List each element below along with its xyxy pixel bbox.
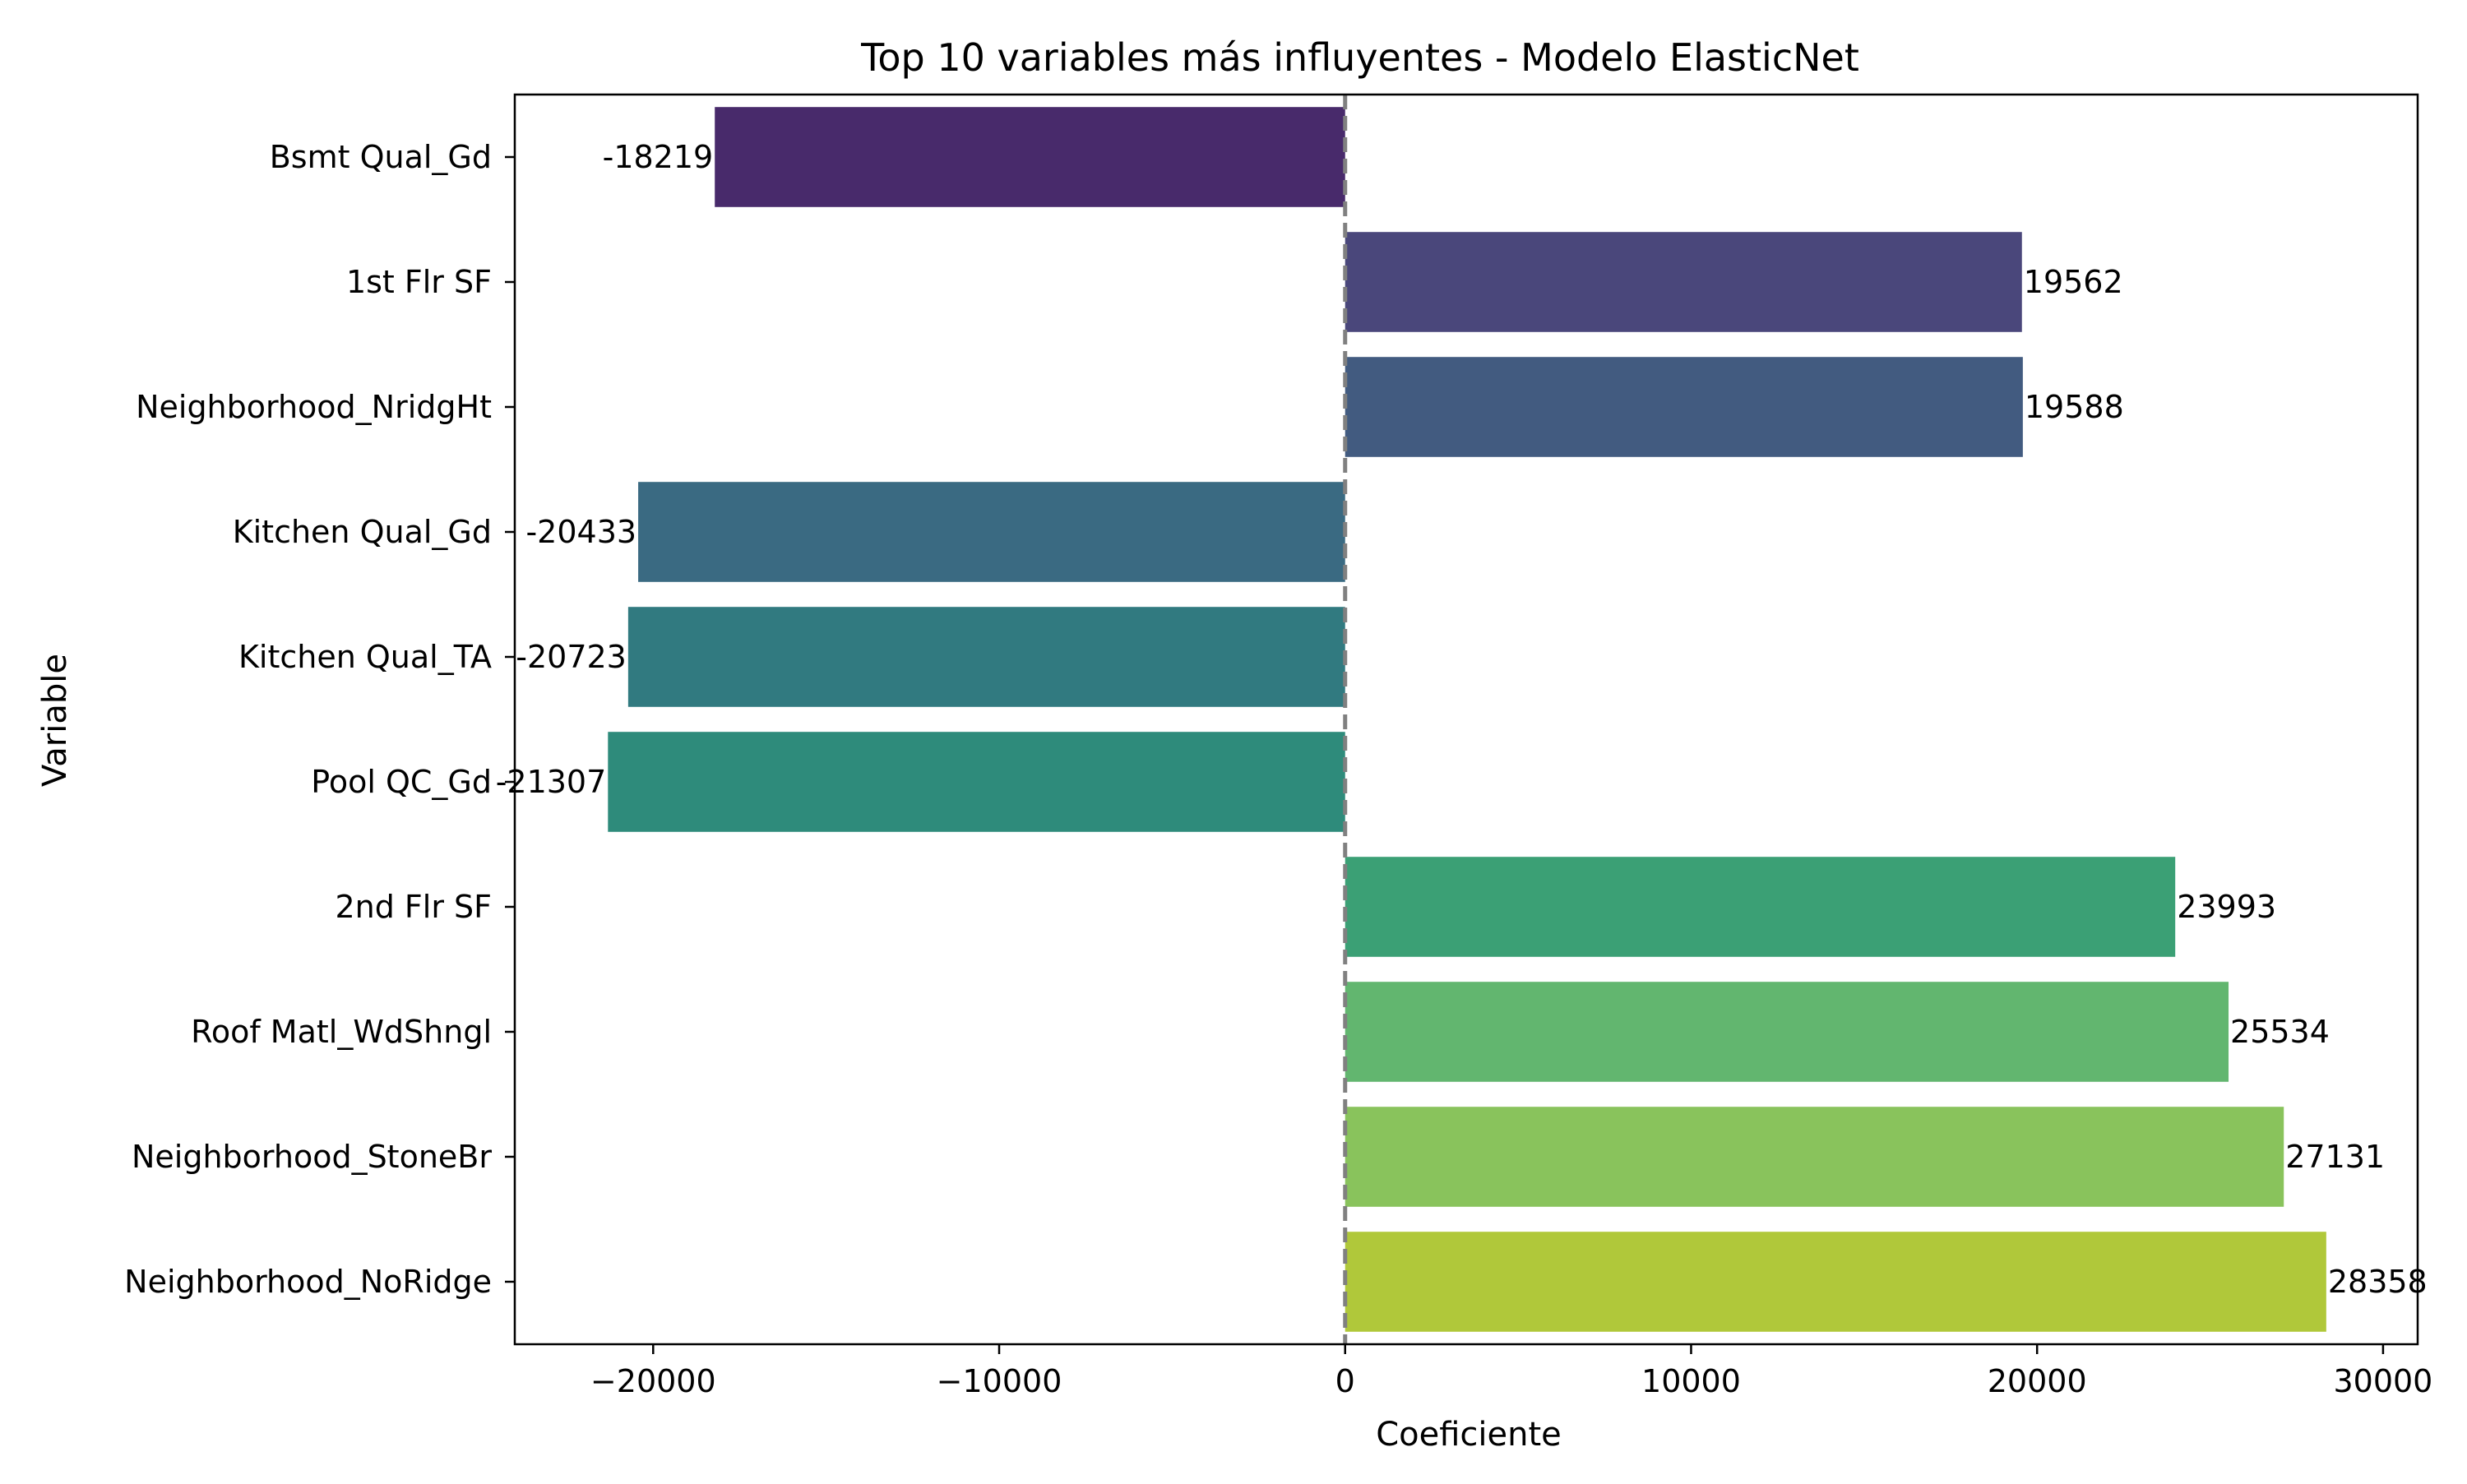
x-tick-label-2: −10000 <box>937 1363 1062 1399</box>
data-label-3: 19588 <box>2025 389 2124 425</box>
x-tick-label-5: 20000 <box>1988 1363 2087 1399</box>
chart-title: Top 10 variables más influyentes - Model… <box>860 35 1859 80</box>
data-label-2: 19562 <box>2024 264 2123 300</box>
bar-7 <box>1345 857 2176 957</box>
plot-area: -182191956219588-20433-20723-21307239932… <box>124 93 2432 1399</box>
y-tick-label-2: 1st Flr SF <box>346 264 492 300</box>
bar-2 <box>1345 232 2022 332</box>
x-tick-label-4: 10000 <box>1641 1363 1741 1399</box>
data-label-8: 25534 <box>2230 1014 2330 1050</box>
y-tick-label-3: Neighborhood_NridgHt <box>136 389 492 425</box>
bar-6 <box>608 732 1345 832</box>
data-label-4: -20433 <box>525 514 636 550</box>
bar-5 <box>627 607 1345 707</box>
bar-3 <box>1345 357 2023 457</box>
y-tick-label-9: Neighborhood_StoneBr <box>132 1139 492 1175</box>
bar-9 <box>1345 1107 2284 1207</box>
bar-8 <box>1345 982 2229 1082</box>
y-tick-label-10: Neighborhood_NoRidge <box>124 1264 492 1300</box>
x-axis-label: Coeficiente <box>1376 1416 1562 1454</box>
x-tick-label-6: 30000 <box>2333 1363 2432 1399</box>
bar-4 <box>638 482 1345 582</box>
data-label-1: -18219 <box>603 139 714 175</box>
bar-10 <box>1345 1232 2326 1332</box>
y-tick-label-4: Kitchen Qual_Gd <box>233 514 492 550</box>
y-tick-label-5: Kitchen Qual_TA <box>238 639 492 675</box>
x-tick-label-3: 0 <box>1335 1363 1355 1399</box>
plot-frame <box>513 93 2419 1346</box>
data-label-9: 27131 <box>2285 1139 2385 1175</box>
y-tick-label-6: Pool QC_Gd <box>311 764 492 800</box>
data-label-7: 23993 <box>2177 889 2276 925</box>
y-tick-label-7: 2nd Flr SF <box>335 889 492 925</box>
data-label-10: 28358 <box>2328 1264 2428 1300</box>
bar-1 <box>715 107 1345 207</box>
y-tick-label-1: Bsmt Qual_Gd <box>270 139 492 175</box>
y-axis-label: Variable <box>36 654 74 787</box>
data-label-5: -20723 <box>516 639 627 675</box>
y-tick-label-8: Roof Matl_WdShngl <box>191 1014 492 1050</box>
x-tick-label-1: −20000 <box>590 1363 716 1399</box>
